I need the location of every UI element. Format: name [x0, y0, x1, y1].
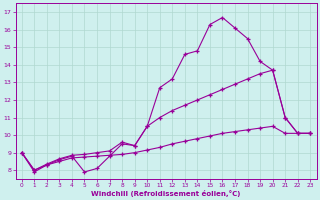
X-axis label: Windchill (Refroidissement éolien,°C): Windchill (Refroidissement éolien,°C) — [91, 190, 241, 197]
